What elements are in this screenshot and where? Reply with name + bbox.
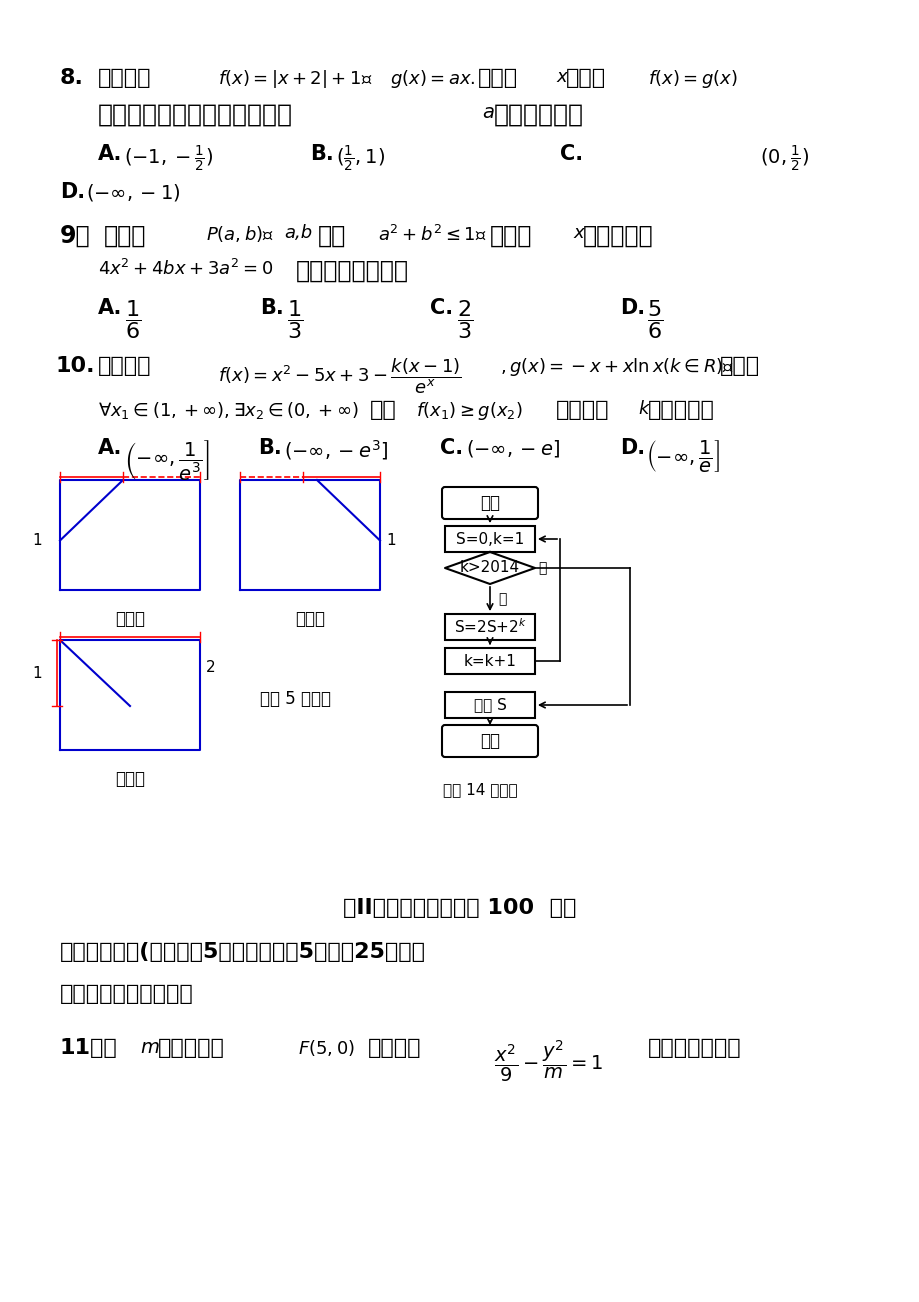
Text: 已知点: 已知点 xyxy=(104,224,146,247)
Text: $(-1,-\frac{1}{2})$: $(-1,-\frac{1}{2})$ xyxy=(124,145,213,174)
Text: $\forall x_1\in(1,+\infty),\exists x_2\in(0,+\infty)$: $\forall x_1\in(1,+\infty),\exists x_2\i… xyxy=(98,400,358,421)
Text: B.: B. xyxy=(260,298,283,318)
Text: 二．填空题：(本大题共5小题，每小题5分，共25分，把: 二．填空题：(本大题共5小题，每小题5分，共25分，把 xyxy=(60,943,425,962)
FancyBboxPatch shape xyxy=(441,725,538,756)
Text: 已知函数: 已知函数 xyxy=(98,355,152,376)
FancyBboxPatch shape xyxy=(441,487,538,519)
Text: $\dfrac{1}{3}$: $\dfrac{1}{3}$ xyxy=(287,298,303,341)
Text: S=2S+2$^k$: S=2S+2$^k$ xyxy=(453,617,526,637)
Text: $f(x)=x^2-5x+3-\dfrac{k(x-1)}{e^x}$: $f(x)=x^2-5x+3-\dfrac{k(x-1)}{e^x}$ xyxy=(218,355,461,396)
Text: 若关于: 若关于 xyxy=(478,68,517,89)
Text: $x$: $x$ xyxy=(573,224,585,242)
Text: $\left(-\infty,-e^3\right]$: $\left(-\infty,-e^3\right]$ xyxy=(284,437,388,462)
Text: 的一个焦点，则: 的一个焦点，则 xyxy=(647,1038,741,1059)
Text: 成立，则: 成立，则 xyxy=(555,400,608,421)
Text: $g(x)=ax.$: $g(x)=ax.$ xyxy=(390,68,475,90)
Text: 输出 S: 输出 S xyxy=(473,698,505,712)
Text: $,g(x)=-x+x\ln x(k\in R)$，: $,g(x)=-x+x\ln x(k\in R)$， xyxy=(499,355,733,378)
Text: D.: D. xyxy=(60,182,85,202)
Text: 的取值范围是: 的取值范围是 xyxy=(494,103,584,128)
Text: 否: 否 xyxy=(497,592,505,605)
Text: B.: B. xyxy=(257,437,281,458)
Text: 满足: 满足 xyxy=(318,224,346,247)
Text: $a$: $a$ xyxy=(482,103,494,122)
Text: $\left(-\infty,\dfrac{1}{e^3}\right]$: $\left(-\infty,\dfrac{1}{e^3}\right]$ xyxy=(124,437,210,482)
Text: C.: C. xyxy=(429,298,453,318)
Text: k>2014: k>2014 xyxy=(460,560,519,575)
Text: $x$: $x$ xyxy=(555,68,569,86)
Text: 则关于: 则关于 xyxy=(490,224,532,247)
Text: 的二次方程: 的二次方程 xyxy=(583,224,652,247)
Text: 8.: 8. xyxy=(60,68,84,89)
Text: $f(x_1)\geq g(x_2)$: $f(x_1)\geq g(x_2)$ xyxy=(415,400,522,422)
Text: B.: B. xyxy=(310,145,334,164)
Text: 是: 是 xyxy=(538,561,546,575)
Text: C.: C. xyxy=(439,437,462,458)
Text: 正视图: 正视图 xyxy=(115,611,145,628)
Text: D.: D. xyxy=(619,298,644,318)
Text: 结束: 结束 xyxy=(480,732,499,750)
Text: $F(5,0)$: $F(5,0)$ xyxy=(298,1038,355,1059)
Text: 2: 2 xyxy=(206,660,215,674)
Text: A.: A. xyxy=(98,298,122,318)
Text: A.: A. xyxy=(98,145,122,164)
Text: C.: C. xyxy=(560,145,583,164)
Text: $f(x)=g(x)$: $f(x)=g(x)$ xyxy=(647,68,737,90)
Text: 为常数，点: 为常数，点 xyxy=(158,1038,224,1059)
Text: 是双曲线: 是双曲线 xyxy=(368,1038,421,1059)
Text: 10.: 10. xyxy=(56,355,96,376)
Text: 若对于: 若对于 xyxy=(720,355,759,376)
Text: $\left(-\infty,\dfrac{1}{e}\right]$: $\left(-\infty,\dfrac{1}{e}\right]$ xyxy=(645,437,720,474)
Text: $\dfrac{x^2}{9}-\dfrac{y^2}{m}=1$: $\dfrac{x^2}{9}-\dfrac{y^2}{m}=1$ xyxy=(494,1038,603,1085)
Text: （第 14 题图）: （第 14 题图） xyxy=(442,783,516,797)
Text: $a^2+b^2\leq1$，: $a^2+b^2\leq1$， xyxy=(378,224,486,243)
Text: 的取值范围: 的取值范围 xyxy=(647,400,714,421)
Bar xyxy=(445,615,535,641)
Text: （第 5 题图）: （第 5 题图） xyxy=(260,690,331,708)
Text: 侧视图: 侧视图 xyxy=(295,611,324,628)
Text: S=0,k=1: S=0,k=1 xyxy=(456,531,524,547)
Text: $k$: $k$ xyxy=(637,400,651,418)
Text: $\dfrac{5}{6}$: $\dfrac{5}{6}$ xyxy=(646,298,663,341)
Bar xyxy=(445,526,535,552)
Text: $(-\infty,-1)$: $(-\infty,-1)$ xyxy=(85,182,180,203)
Text: 俯视图: 俯视图 xyxy=(115,769,145,788)
Text: $(0,\frac{1}{2})$: $(0,\frac{1}{2})$ xyxy=(759,145,808,174)
Text: 的方程: 的方程 xyxy=(565,68,606,89)
Text: A.: A. xyxy=(98,437,122,458)
Text: 有两个不相等的实根，则实数: 有两个不相等的实根，则实数 xyxy=(98,103,292,128)
Text: $4x^2+4bx+3a^2=0$: $4x^2+4bx+3a^2=0$ xyxy=(98,259,273,279)
Bar xyxy=(445,691,535,717)
Text: 开始: 开始 xyxy=(480,493,499,512)
Text: 已知函数: 已知函数 xyxy=(98,68,152,89)
Text: 有实数根的概率为: 有实数根的概率为 xyxy=(296,259,409,283)
Text: D.: D. xyxy=(619,437,644,458)
Bar xyxy=(445,648,535,674)
Text: 9．: 9． xyxy=(60,224,91,247)
Text: $m$: $m$ xyxy=(140,1038,160,1057)
Text: a,b: a,b xyxy=(284,224,312,242)
Text: $\dfrac{1}{6}$: $\dfrac{1}{6}$ xyxy=(125,298,141,341)
Text: 1: 1 xyxy=(386,533,395,548)
Text: $P(a,b)$，: $P(a,b)$， xyxy=(206,224,274,243)
Text: $\dfrac{2}{3}$: $\dfrac{2}{3}$ xyxy=(457,298,472,341)
Text: k=k+1: k=k+1 xyxy=(463,654,516,668)
Text: 11．设: 11．设 xyxy=(60,1038,118,1059)
Text: $(\frac{1}{2},1)$: $(\frac{1}{2},1)$ xyxy=(335,145,385,174)
Text: 都有: 都有 xyxy=(369,400,396,421)
Text: $f(x)=|x+2|+1$，: $f(x)=|x+2|+1$， xyxy=(218,68,372,90)
Text: 第II卷（非选择题，共 100  分）: 第II卷（非选择题，共 100 分） xyxy=(343,898,576,918)
Text: $(-\infty,-e]$: $(-\infty,-e]$ xyxy=(466,437,560,460)
Text: 答案填在题中横线上）: 答案填在题中横线上） xyxy=(60,984,194,1004)
Text: 1: 1 xyxy=(32,665,42,681)
Text: 1: 1 xyxy=(32,533,42,548)
